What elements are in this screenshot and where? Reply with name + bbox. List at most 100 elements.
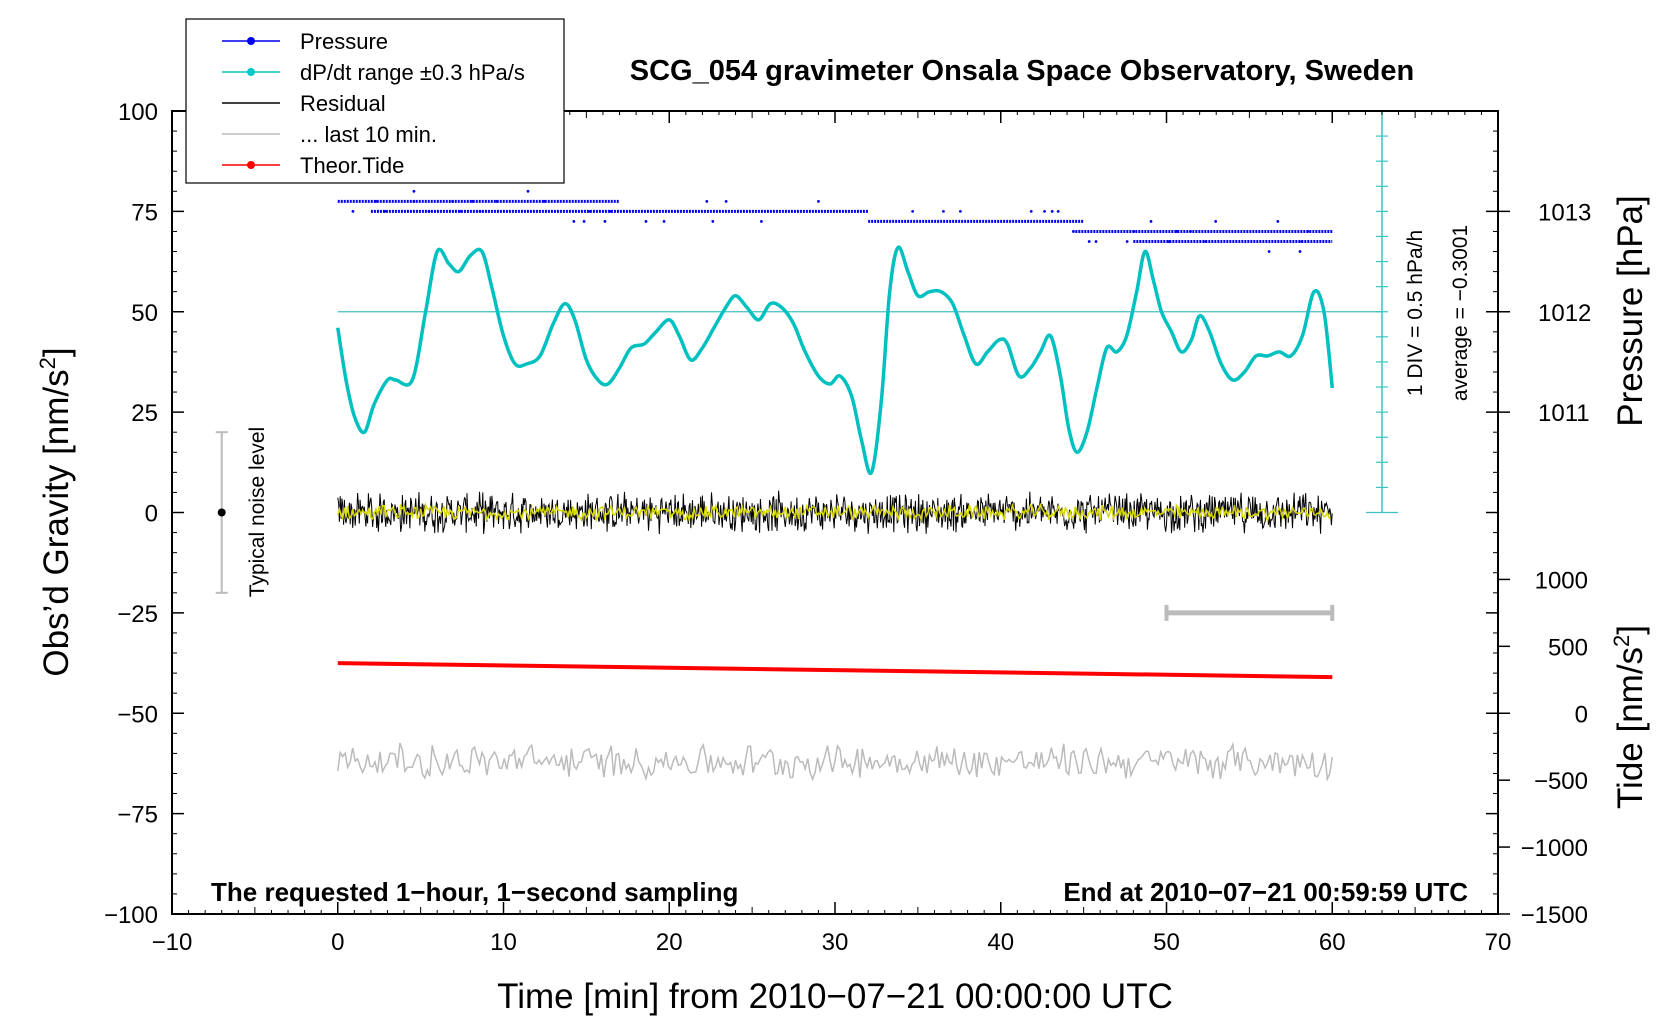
y-tick-label: −25 <box>117 601 158 628</box>
pressure-point <box>942 209 945 213</box>
x-tick-label: 30 <box>822 929 849 956</box>
pressure-point <box>1276 220 1280 223</box>
tide-tick-label: −1000 <box>1521 835 1588 862</box>
pressure-point <box>582 220 586 223</box>
chart-title: SCG_054 gravimeter Onsala Space Observat… <box>630 55 1414 87</box>
axis-layer: −10 0 10 20 30 40 50 60 70−100−75−50−25025507510… <box>104 99 1591 956</box>
x-tick-label: 0 <box>331 929 344 956</box>
pressure-point <box>1050 209 1054 213</box>
x-tick-label: 10 <box>490 929 517 956</box>
y-tick-label: −50 <box>117 701 158 728</box>
pressure-point <box>1132 230 1136 233</box>
x-tick-label: 20 <box>656 929 683 956</box>
y-axis-label: Obs’d Gravity [nm/s2] <box>35 347 76 676</box>
x-tick-label: −10 <box>152 929 193 956</box>
legend-marker <box>247 37 255 45</box>
pressure-point <box>351 209 355 213</box>
pressure-point <box>1087 240 1091 243</box>
x-axis-label: Time [min] from 2010−07−21 00:00:00 UTC <box>497 977 1173 1016</box>
pressure-point <box>817 199 820 203</box>
pressure-point <box>1306 230 1310 233</box>
pressure-point <box>1298 250 1302 253</box>
legend-label: Residual <box>300 91 386 116</box>
pressure-point <box>911 209 915 213</box>
legend-label: Theor.Tide <box>300 153 404 178</box>
average-label: average = −0.3001 <box>1449 225 1472 401</box>
legend-entries: Pressure dP/dt range ±0.3 hPa/s Residual..… <box>222 29 525 178</box>
noise-level-label: Typical noise level <box>246 427 269 597</box>
y-tick-label: 25 <box>131 400 158 427</box>
pressure-point <box>724 199 728 203</box>
pressure-axis-label: Pressure [hPa] <box>1611 195 1650 427</box>
tide-tick-label: −1500 <box>1521 902 1588 929</box>
pressure-point <box>451 199 454 203</box>
series-layer <box>215 110 1398 783</box>
x-tick-label: 60 <box>1319 929 1346 956</box>
pressure-point <box>572 220 576 223</box>
noise-bar-center <box>217 508 226 517</box>
y-axis-label-end: ] <box>37 347 76 357</box>
y-tick-label: −100 <box>104 902 158 929</box>
pressure-point <box>412 199 416 203</box>
pressure-tick-label: 1013 <box>1538 199 1591 226</box>
y-tick-label: 50 <box>131 300 158 327</box>
x-tick-label: 50 <box>1153 929 1180 956</box>
pressure-point <box>1094 240 1098 243</box>
legend-box <box>185 18 565 184</box>
y-axis-label-sup: 2 <box>35 357 60 369</box>
legend-marker <box>247 161 255 169</box>
pressure-dots <box>337 189 1333 253</box>
pressure-point <box>1029 209 1033 213</box>
tide-line <box>337 661 1333 680</box>
pressure-tick-label: 1012 <box>1538 300 1591 327</box>
pressure-point <box>705 199 709 203</box>
legend-label: dP/dt range ±0.3 hPa/s <box>300 60 525 85</box>
residual-smoothed-line <box>337 502 1332 523</box>
pressure-point <box>603 220 607 223</box>
pressure-point <box>644 220 648 223</box>
y-axis-label-main: Obs’d Gravity [nm/s <box>37 369 76 676</box>
tide-tick-label: 1000 <box>1535 567 1588 594</box>
y-tick-label: 0 <box>145 501 158 528</box>
pressure-point <box>412 189 416 193</box>
tide-axis-label: Tide [nm/s2] <box>1609 625 1650 809</box>
pressure-point <box>711 220 715 223</box>
legend: Pressure dP/dt range ±0.3 hPa/s Residual..… <box>185 18 565 184</box>
pressure-point <box>1267 250 1271 253</box>
y-tick-label: 75 <box>131 199 158 226</box>
pressure-point <box>471 199 475 203</box>
pressure-point <box>1149 220 1153 223</box>
legend-label: ... last 10 min. <box>300 122 437 147</box>
pressure-point <box>1072 230 1075 233</box>
pressure-point <box>1189 230 1192 233</box>
pressure-point <box>1214 220 1218 223</box>
pressure-point <box>495 199 499 203</box>
legend-label: Pressure <box>300 29 388 54</box>
x-tick-label: 70 <box>1485 929 1512 956</box>
pressure-point <box>374 199 378 203</box>
legend-marker <box>247 68 255 76</box>
y-tick-label: 100 <box>118 99 158 126</box>
pressure-point <box>959 209 962 213</box>
last10-line <box>337 741 1333 783</box>
tide-axis-label-end: ] <box>1611 625 1650 635</box>
tide-axis-label-main: Tide [nm/s <box>1611 647 1650 809</box>
pressure-point <box>760 220 763 223</box>
tide-tick-label: 0 <box>1575 701 1588 728</box>
annotation-end-time: End at 2010−07−21 00:59:59 UTC <box>1063 877 1468 907</box>
pressure-tick-label: 1011 <box>1538 400 1590 427</box>
y-tick-label: −75 <box>117 802 158 829</box>
pressure-point <box>1056 209 1060 213</box>
dpdt-line <box>336 245 1335 476</box>
tide-tick-label: −500 <box>1534 768 1588 795</box>
pressure-point <box>526 189 530 193</box>
annotation-sampling: The requested 1−hour, 1−second sampling <box>211 877 738 907</box>
tide-tick-label: 500 <box>1548 634 1588 661</box>
pressure-point <box>1175 230 1178 233</box>
pressure-point <box>1043 209 1046 213</box>
x-tick-label: 40 <box>987 929 1014 956</box>
div-scale-label: 1 DIV = 0.5 hPa/h <box>1404 230 1427 396</box>
pressure-point <box>543 199 546 203</box>
pressure-point <box>662 220 666 223</box>
